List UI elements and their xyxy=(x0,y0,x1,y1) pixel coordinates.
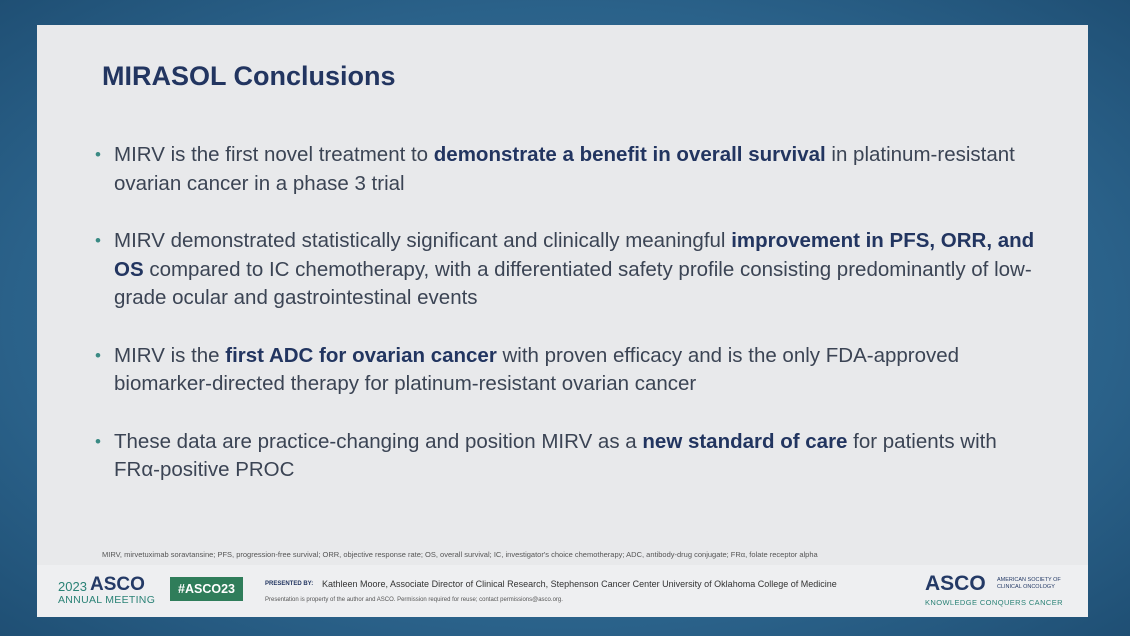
logo: ASCO xyxy=(925,572,986,595)
bullet-text: in platinum-resistant ovarian cancer in … xyxy=(114,143,1015,195)
bullet: MIRV is the first novel treatment to dem… xyxy=(95,141,1035,198)
footer: 2023 ASCO ANNUAL MEETING #ASCO23 PRESENT… xyxy=(37,565,1088,617)
logo-tagline: KNOWLEDGE CONQUERS CANCER xyxy=(925,598,1063,607)
meeting-org: ASCO xyxy=(90,574,145,595)
hashtag: #ASCO23 xyxy=(170,577,243,601)
property-note: Presentation is property of the author a… xyxy=(265,597,563,603)
bullet: These data are practice-changing and pos… xyxy=(95,428,1035,485)
bullet-text: with proven efficacy and is the only FDA… xyxy=(114,343,960,396)
meeting-name: ANNUAL MEETING xyxy=(58,594,156,606)
presented-by-label: PRESENTED BY: xyxy=(265,581,314,587)
bullet-text: MIRV is the xyxy=(114,343,226,367)
bullet-text: compared to IC chemotherapy, with a diff… xyxy=(114,257,1032,310)
bullet-bold-text: first ADC for ovarian cancer xyxy=(225,343,497,367)
bullet-text: These data are practice-changing and pos… xyxy=(114,429,643,453)
bullet-text: MIRV is the first novel treatment to xyxy=(114,143,434,166)
logo-society-line2: CLINICAL ONCOLOGY xyxy=(997,584,1055,590)
bullet-bold-text: new standard of care xyxy=(642,429,848,453)
meeting-year: 2023 xyxy=(58,579,87,594)
logo-society-line1: AMERICAN SOCIETY OF xyxy=(997,577,1061,583)
presenter: Kathleen Moore, Associate Director of Cl… xyxy=(322,579,837,589)
bullet-list: MIRV is the first novel treatment to dem… xyxy=(95,141,1035,514)
footnote: MIRV, mirvetuximab soravtansine; PFS, pr… xyxy=(102,550,818,559)
bullet-bold-text: improvement in PFS, ORR, and OS xyxy=(114,229,1035,281)
bullet: MIRV is the first ADC for ovarian cancer… xyxy=(95,342,1035,399)
bullet-text: MIRV demonstrated statistically signific… xyxy=(114,229,732,252)
bullet: MIRV demonstrated statistically signific… xyxy=(95,227,1035,313)
bullet-text: for patients with FRα-positive PROC xyxy=(114,429,997,482)
slide-title: MIRASOL Conclusions xyxy=(102,61,396,91)
bullet-bold-text: demonstrate a benefit in overall surviva… xyxy=(433,143,826,166)
slide: MIRASOL Conclusions MIRV is the first no… xyxy=(37,25,1088,617)
